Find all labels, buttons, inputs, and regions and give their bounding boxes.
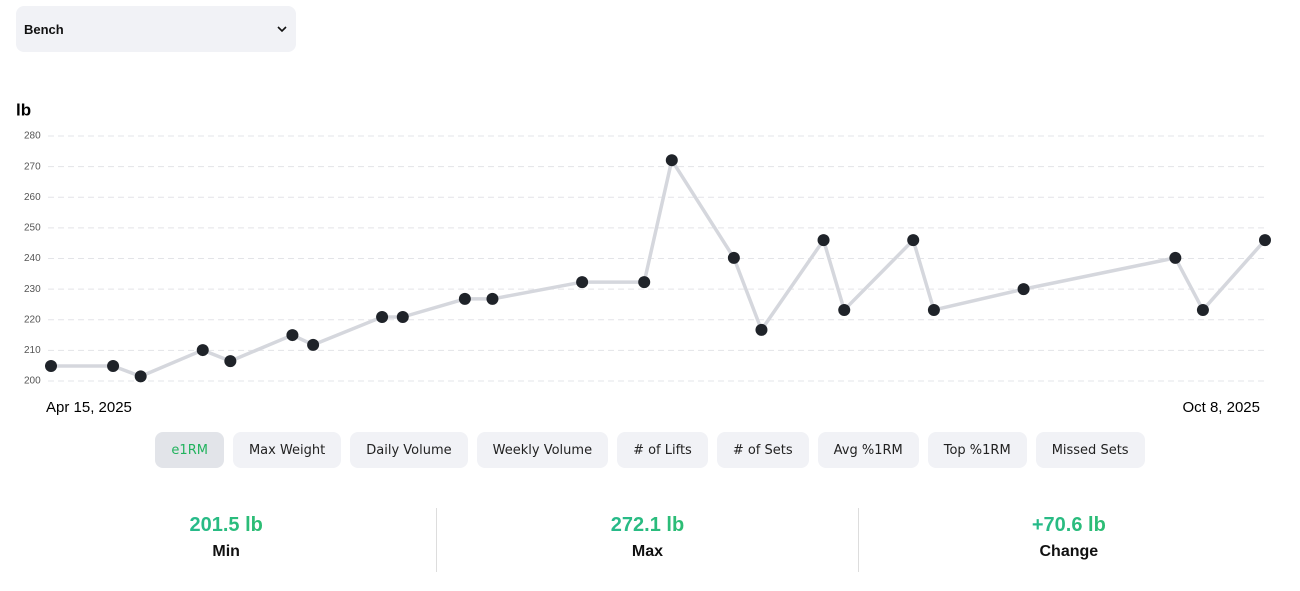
y-tick-label: 240: [24, 253, 41, 264]
x-tick-label: Oct 8, 2025: [1182, 399, 1260, 416]
metric-tab[interactable]: # of Sets: [716, 432, 809, 468]
metric-tabs: e1RM Max Weight Daily Volume Weekly Volume #…: [0, 432, 1300, 468]
data-point: [486, 292, 499, 305]
data-point: [45, 359, 57, 372]
data-point: [638, 276, 651, 289]
y-tick-label: 260: [24, 192, 41, 203]
data-point: [755, 323, 768, 336]
y-tick-label: 210: [24, 345, 41, 356]
y-tick-label: 200: [24, 376, 41, 387]
data-point: [1169, 251, 1182, 264]
stat-label: Change: [1039, 543, 1099, 560]
data-point: [665, 154, 678, 167]
data-point: [727, 251, 740, 264]
x-tick-label: Apr 15, 2025: [46, 399, 132, 416]
data-point: [838, 303, 851, 316]
metric-tab[interactable]: Weekly Volume: [476, 432, 609, 468]
data-point: [817, 234, 830, 247]
data-point: [907, 234, 920, 247]
metric-tab[interactable]: e1RM: [155, 432, 224, 468]
y-tick-label: 230: [24, 284, 41, 295]
data-point: [396, 310, 409, 323]
data-line: [51, 158, 1267, 379]
y-tick-label: 280: [24, 131, 41, 142]
data-point: [576, 276, 589, 289]
stat-card: 272.1 lb Max: [436, 508, 857, 572]
data-point: [307, 338, 320, 351]
stat-label: Max: [631, 543, 664, 560]
data-point: [286, 329, 299, 342]
y-tick-label: 250: [24, 223, 41, 234]
y-tick-label: 220: [24, 314, 41, 325]
y-axis-unit: lb: [16, 100, 31, 119]
stats: 201.5 lb Min 272.1 lb Max +70.6 lb Change: [16, 508, 1279, 572]
data-point: [927, 303, 940, 316]
stat-value: 201.5 lb: [16, 514, 436, 537]
metric-tab[interactable]: Daily Volume: [350, 432, 468, 468]
metric-tab[interactable]: # of Lifts: [617, 432, 708, 468]
data-point: [224, 355, 237, 368]
stat-value: 272.1 lb: [437, 514, 857, 537]
data-point: [196, 344, 209, 357]
metric-tab[interactable]: Top %1RM: [927, 432, 1027, 468]
selector-label: Bench: [24, 21, 64, 37]
data-point: [1017, 283, 1030, 296]
stat-label: Min: [212, 543, 240, 560]
stat-card: +70.6 lb Change: [857, 508, 1279, 572]
stat-value: +70.6 lb: [859, 514, 1279, 537]
data-point: [107, 359, 120, 372]
y-tick-label: 270: [24, 161, 41, 172]
data-point: [376, 310, 389, 323]
chevron: [277, 26, 287, 33]
data-point: [1259, 234, 1271, 247]
data-point: [1196, 303, 1209, 316]
lift-selector[interactable]: Bench: [16, 6, 296, 52]
chart: lb 200 210 220 230 240 250 260 270 280 Apr 15, 20…: [16, 100, 1271, 416]
metric-tab[interactable]: Avg %1RM: [817, 432, 919, 468]
metric-tab[interactable]: Missed Sets: [1035, 432, 1145, 468]
data-point: [134, 370, 147, 383]
stat-card: 201.5 lb Min: [16, 508, 436, 572]
data-point: [458, 292, 471, 305]
metric-tab[interactable]: Max Weight: [232, 432, 342, 468]
